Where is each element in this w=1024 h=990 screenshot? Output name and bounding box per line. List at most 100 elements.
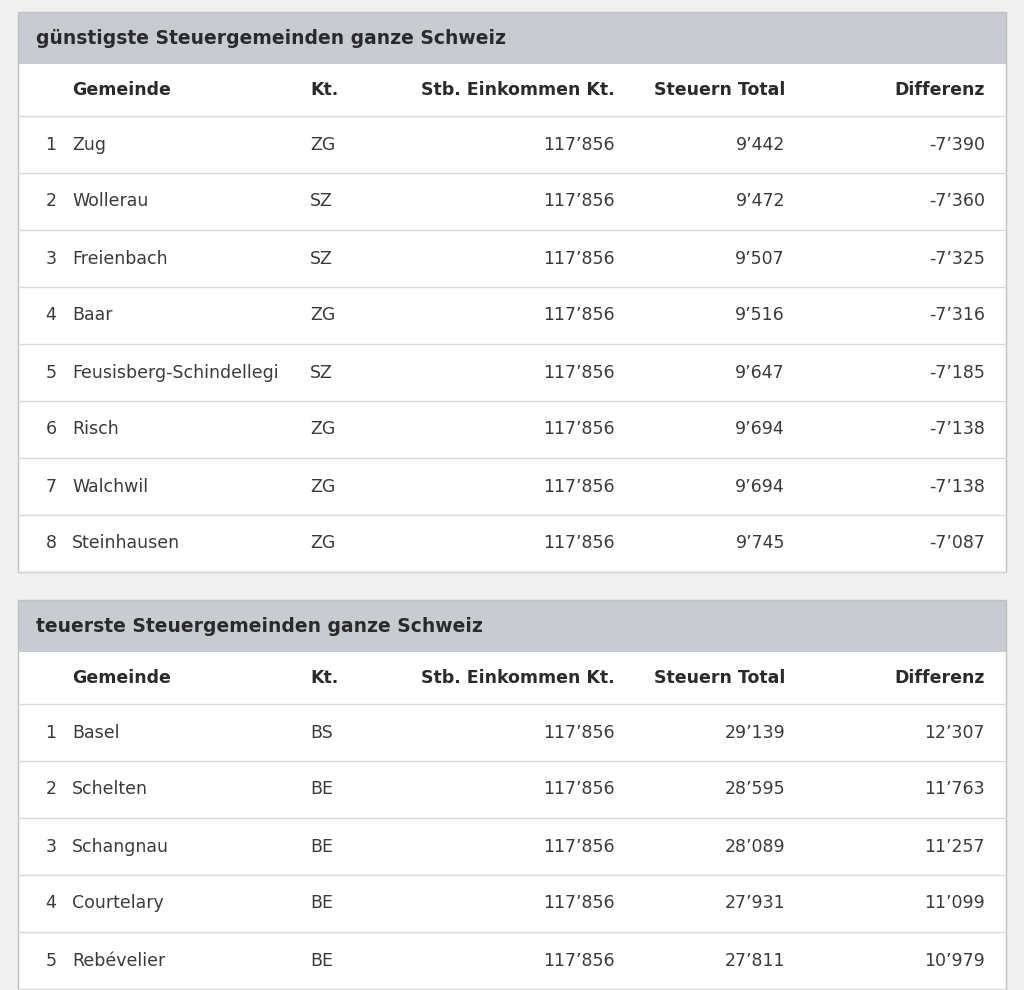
Bar bbox=[18, 600, 1006, 990]
Text: -7’138: -7’138 bbox=[929, 421, 985, 439]
Text: -7’360: -7’360 bbox=[929, 192, 985, 211]
Text: ZG: ZG bbox=[310, 421, 336, 439]
Text: 3: 3 bbox=[45, 838, 56, 855]
Text: 1: 1 bbox=[45, 136, 56, 153]
Text: 5: 5 bbox=[45, 363, 56, 381]
Text: 2: 2 bbox=[45, 780, 56, 799]
Text: Kt.: Kt. bbox=[310, 81, 338, 99]
Text: 9’442: 9’442 bbox=[735, 136, 785, 153]
Text: 117’856: 117’856 bbox=[544, 421, 615, 439]
Bar bbox=[18, 761, 1006, 818]
Text: ZG: ZG bbox=[310, 307, 336, 325]
Text: Baar: Baar bbox=[72, 307, 113, 325]
Text: BE: BE bbox=[310, 780, 333, 799]
Text: Schangnau: Schangnau bbox=[72, 838, 169, 855]
Text: 117’856: 117’856 bbox=[544, 535, 615, 552]
Bar bbox=[18, 704, 1006, 761]
Text: 4: 4 bbox=[45, 307, 56, 325]
Text: Steuern Total: Steuern Total bbox=[653, 81, 785, 99]
Bar bbox=[18, 875, 1006, 932]
Text: 9’694: 9’694 bbox=[735, 477, 785, 496]
Text: Basel: Basel bbox=[72, 724, 120, 742]
Text: 9’516: 9’516 bbox=[735, 307, 785, 325]
Text: 9’647: 9’647 bbox=[735, 363, 785, 381]
Text: BE: BE bbox=[310, 951, 333, 969]
Bar bbox=[18, 12, 1006, 64]
Text: Stb. Einkommen Kt.: Stb. Einkommen Kt. bbox=[421, 81, 615, 99]
Bar bbox=[18, 932, 1006, 989]
Bar bbox=[18, 989, 1006, 990]
Text: Freienbach: Freienbach bbox=[72, 249, 168, 267]
Text: 1: 1 bbox=[45, 724, 56, 742]
Text: 117’856: 117’856 bbox=[544, 477, 615, 496]
Text: 9’507: 9’507 bbox=[735, 249, 785, 267]
Text: Courtelary: Courtelary bbox=[72, 895, 164, 913]
Text: 117’856: 117’856 bbox=[544, 363, 615, 381]
Bar bbox=[18, 230, 1006, 287]
Text: 117’856: 117’856 bbox=[544, 136, 615, 153]
Text: ZG: ZG bbox=[310, 535, 336, 552]
Bar bbox=[18, 458, 1006, 515]
Bar bbox=[18, 818, 1006, 875]
Text: 9’694: 9’694 bbox=[735, 421, 785, 439]
Text: Zug: Zug bbox=[72, 136, 106, 153]
Text: BE: BE bbox=[310, 838, 333, 855]
Bar bbox=[18, 401, 1006, 458]
Text: -7’390: -7’390 bbox=[929, 136, 985, 153]
Text: 12’307: 12’307 bbox=[925, 724, 985, 742]
Text: Gemeinde: Gemeinde bbox=[72, 669, 171, 687]
Text: 117’856: 117’856 bbox=[544, 895, 615, 913]
Text: BE: BE bbox=[310, 895, 333, 913]
Bar bbox=[18, 287, 1006, 344]
Text: -7’316: -7’316 bbox=[929, 307, 985, 325]
Text: 7: 7 bbox=[45, 477, 56, 496]
Text: Differenz: Differenz bbox=[895, 669, 985, 687]
Text: Differenz: Differenz bbox=[895, 81, 985, 99]
Text: -7’087: -7’087 bbox=[929, 535, 985, 552]
Text: 29’139: 29’139 bbox=[724, 724, 785, 742]
Text: 117’856: 117’856 bbox=[544, 951, 615, 969]
Text: 11’763: 11’763 bbox=[925, 780, 985, 799]
Bar bbox=[18, 652, 1006, 704]
Text: 5: 5 bbox=[45, 951, 56, 969]
Text: Steinhausen: Steinhausen bbox=[72, 535, 180, 552]
Text: BS: BS bbox=[310, 724, 333, 742]
Text: SZ: SZ bbox=[310, 363, 333, 381]
Text: 27’811: 27’811 bbox=[725, 951, 785, 969]
Text: 9’472: 9’472 bbox=[735, 192, 785, 211]
Text: 28’089: 28’089 bbox=[724, 838, 785, 855]
Text: Kt.: Kt. bbox=[310, 669, 338, 687]
Text: 10’979: 10’979 bbox=[925, 951, 985, 969]
Text: -7’185: -7’185 bbox=[929, 363, 985, 381]
Bar bbox=[18, 344, 1006, 401]
Bar bbox=[18, 116, 1006, 173]
Text: 11’257: 11’257 bbox=[925, 838, 985, 855]
Text: 9’745: 9’745 bbox=[735, 535, 785, 552]
Text: 2: 2 bbox=[45, 192, 56, 211]
Bar bbox=[18, 515, 1006, 572]
Text: Steuern Total: Steuern Total bbox=[653, 669, 785, 687]
Text: Risch: Risch bbox=[72, 421, 119, 439]
Text: Schelten: Schelten bbox=[72, 780, 148, 799]
Text: 3: 3 bbox=[45, 249, 56, 267]
Text: SZ: SZ bbox=[310, 249, 333, 267]
Text: ZG: ZG bbox=[310, 136, 336, 153]
Text: Walchwil: Walchwil bbox=[72, 477, 148, 496]
Text: 117’856: 117’856 bbox=[544, 838, 615, 855]
Text: teuerste Steuergemeinden ganze Schweiz: teuerste Steuergemeinden ganze Schweiz bbox=[36, 617, 483, 636]
Bar bbox=[18, 600, 1006, 652]
Text: 28’595: 28’595 bbox=[724, 780, 785, 799]
Text: 117’856: 117’856 bbox=[544, 780, 615, 799]
Text: ZG: ZG bbox=[310, 477, 336, 496]
Text: 8: 8 bbox=[45, 535, 56, 552]
Text: Rebévelier: Rebévelier bbox=[72, 951, 165, 969]
Text: 27’931: 27’931 bbox=[724, 895, 785, 913]
Text: 117’856: 117’856 bbox=[544, 307, 615, 325]
Text: SZ: SZ bbox=[310, 192, 333, 211]
Bar bbox=[18, 64, 1006, 116]
Text: Gemeinde: Gemeinde bbox=[72, 81, 171, 99]
Text: 4: 4 bbox=[45, 895, 56, 913]
Text: Stb. Einkommen Kt.: Stb. Einkommen Kt. bbox=[421, 669, 615, 687]
Text: -7’138: -7’138 bbox=[929, 477, 985, 496]
Bar bbox=[18, 173, 1006, 230]
